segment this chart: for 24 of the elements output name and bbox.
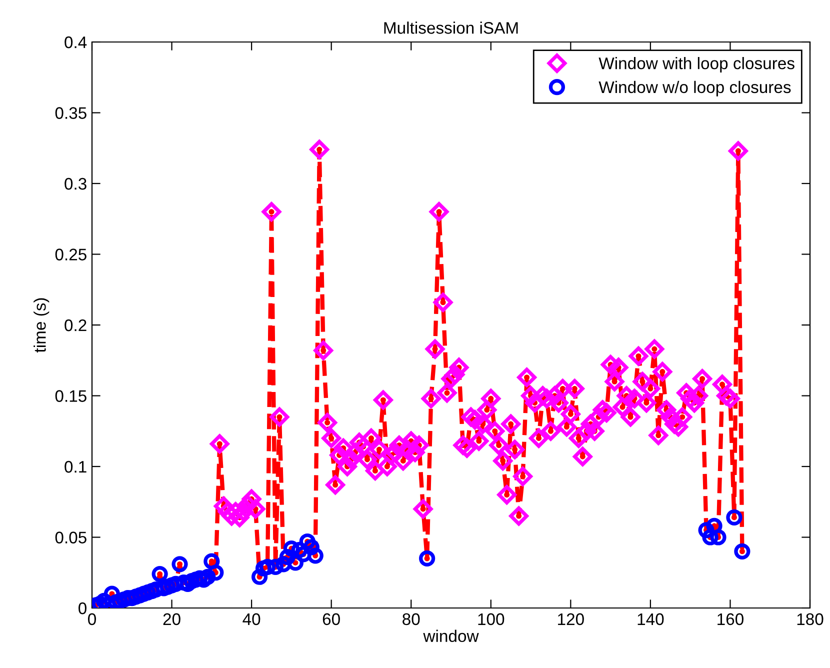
y-tick-label: 0.05 (55, 532, 86, 544)
x-tick-label: 120 (558, 613, 584, 626)
x-tick-label: 180 (797, 613, 824, 626)
x-tick-label: 20 (163, 613, 180, 626)
x-tick-label: 40 (242, 613, 260, 626)
legend-label: Window with loop closures (598, 57, 794, 73)
y-tick-label: 0.1 (64, 460, 86, 473)
x-tick-label: 0 (88, 613, 96, 626)
y-tick-label: 0.25 (55, 248, 86, 260)
legend-label: Window w/o loop closures (598, 80, 791, 96)
x-tick-label: 60 (322, 613, 340, 626)
y-tick-label: 0.4 (64, 36, 87, 48)
y-tick-label: 0.15 (55, 390, 86, 402)
x-axis-title: window (423, 630, 479, 642)
chart-title: Multisession iSAM (384, 22, 518, 34)
y-tick-label: 0 (78, 602, 86, 614)
x-tick-label: 140 (638, 613, 664, 626)
x-tick-label: 80 (402, 613, 420, 626)
x-tick-label: 100 (478, 613, 504, 626)
y-tick-label: 0.3 (64, 178, 86, 190)
y-tick-label: 0.35 (55, 107, 86, 119)
y-tick-label: 0.2 (64, 319, 86, 332)
x-tick-label: 160 (718, 613, 744, 626)
y-axis-title: time (s) (34, 298, 50, 353)
